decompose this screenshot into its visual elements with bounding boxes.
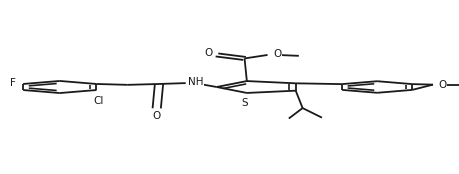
Text: NH: NH xyxy=(188,77,203,87)
Text: F: F xyxy=(10,78,16,88)
Text: O: O xyxy=(437,80,446,90)
Text: Cl: Cl xyxy=(93,96,104,106)
Text: S: S xyxy=(241,98,247,108)
Text: O: O xyxy=(273,49,281,59)
Text: O: O xyxy=(152,111,161,121)
Text: O: O xyxy=(204,48,213,58)
